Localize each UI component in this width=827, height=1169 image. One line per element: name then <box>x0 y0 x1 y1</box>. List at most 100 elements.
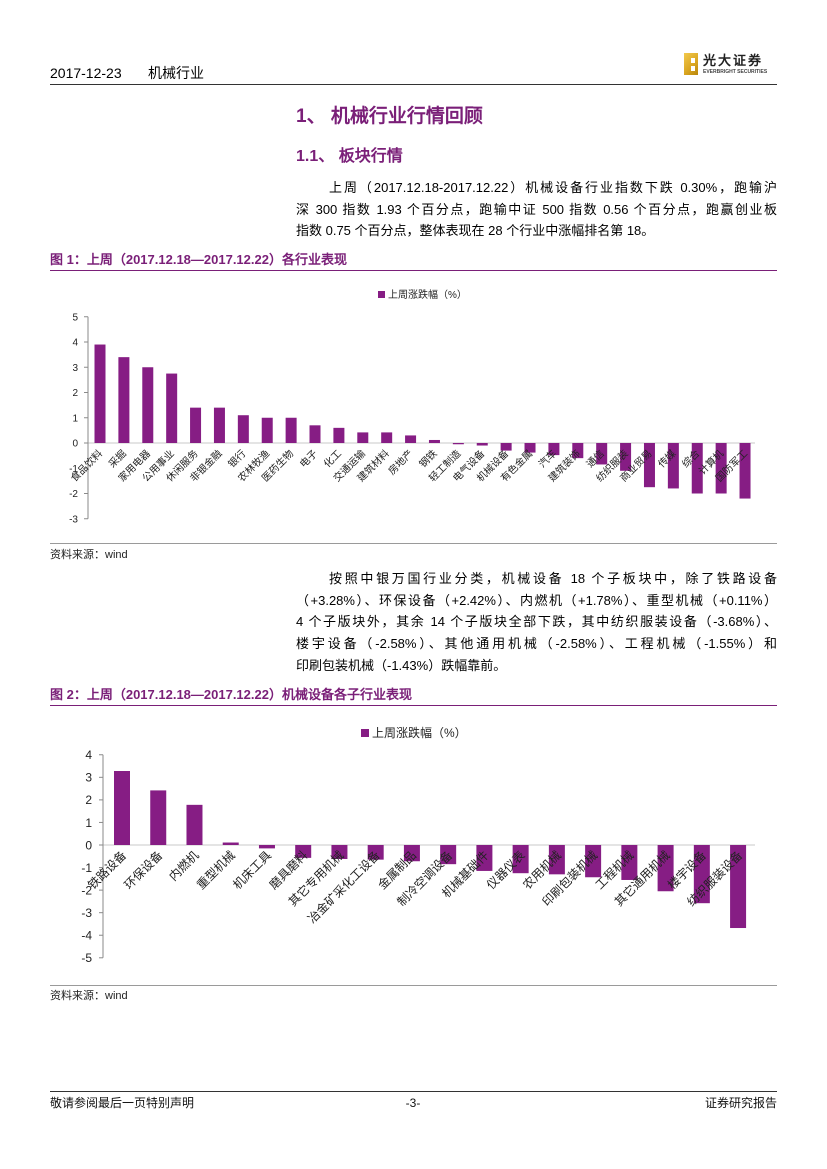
chart2-bar-16 <box>657 845 674 892</box>
figure1-source: 资料来源：wind <box>50 549 128 561</box>
figure1-rule <box>50 270 777 271</box>
chart1-legend-swatch <box>378 291 385 298</box>
logo-name-en: EVERBRIGHT SECURITIES <box>703 69 768 75</box>
chart1-category-label: 电子 <box>297 447 320 470</box>
chart1-bar-16 <box>452 443 464 445</box>
logo-name-cn: 光大证券 <box>703 53 764 68</box>
chart1-bar-8 <box>261 417 273 443</box>
footer-disclaimer: 敬请参阅最后一页特别声明 <box>50 1096 195 1110</box>
chart1-bar-23 <box>620 443 632 471</box>
paragraph-line: （+3.28%）、环保设备（+2.42%）、内燃机（+1.78%）、重型机械（+… <box>296 592 777 608</box>
chart1-bar-25 <box>667 443 679 489</box>
chart1-bar-14 <box>405 435 417 443</box>
paragraph-line: 上周（2017.12.18-2017.12.22）机械设备行业指数下跌 0.30… <box>329 180 777 195</box>
figure1-bottom-rule <box>50 543 777 544</box>
figure2-rule <box>50 705 777 706</box>
paragraph-subsector-review: 按照中银万国行业分类，机械设备 18 个子板块中，除了铁路设备 （+3.28%）… <box>296 568 777 677</box>
chart1-bar-1 <box>94 344 106 443</box>
chart1-category-label: 房地产 <box>385 447 415 477</box>
figure1-title: 图 1：上周（2017.12.18—2017.12.22）各行业表现 <box>50 252 347 267</box>
figure2-bottom-rule <box>50 985 777 986</box>
chart1-bar-5 <box>190 407 202 443</box>
chart2-bar-6 <box>295 845 312 858</box>
paragraph-line: 楼宇设备（-2.58%）、其他通用机械（-2.58%）、工程机械（-1.55%）… <box>296 636 777 652</box>
chart2-y-tick-label: 2 <box>85 793 92 807</box>
chart2-category-label: 内燃机 <box>166 848 202 884</box>
chart1-bar-24 <box>643 443 655 488</box>
chart2-bar-8 <box>367 845 384 860</box>
chart2-y-tick-label: -4 <box>81 929 92 943</box>
chart1-y-tick-label: 5 <box>72 312 78 323</box>
chart2-y-tick-label: -1 <box>81 861 92 875</box>
section-subtitle: 1.1、 板块行情 <box>296 148 403 165</box>
chart1-legend-label: 上周涨跌幅（%） <box>388 288 467 301</box>
chart2-bar-13 <box>548 845 565 875</box>
chart1-y-tick-label: 0 <box>72 439 78 450</box>
paragraph-line: 印刷包装机械（-1.43%）跌幅靠前。 <box>296 657 507 673</box>
chart2-category-label: 重型机械 <box>193 848 238 893</box>
chart1-bar-7 <box>237 415 249 443</box>
chart1-bar-2 <box>118 357 130 443</box>
chart2-category-label: 机床工具 <box>230 848 274 892</box>
paragraph-line: 指数 0.75 个百分点，整体表现在 28 个行业中涨幅排名第 18。 <box>296 223 655 239</box>
chart1-y-tick-label: 1 <box>72 413 78 424</box>
paragraph-line: 按照中银万国行业分类，机械设备 18 个子板块中，除了铁路设备 <box>329 571 777 586</box>
chart1-bar-20 <box>548 443 560 456</box>
header-divider <box>50 84 777 85</box>
chart1-bar-6 <box>213 407 225 443</box>
paragraph-line: 深 300 指数 1.93 个百分点，跑输中证 500 指数 0.56 个百分点… <box>296 201 777 217</box>
chart2-bar-14 <box>585 845 602 878</box>
chart2-y-tick-label: 4 <box>85 748 92 762</box>
chart1-bar-22 <box>596 443 608 465</box>
chart1-y-tick-label: 4 <box>72 338 78 349</box>
chart2-bar-11 <box>476 845 493 871</box>
chart2-bar-1 <box>114 771 130 845</box>
chart2-category-label: 环保设备 <box>122 848 166 892</box>
chart2-bar-2 <box>150 790 167 845</box>
chart1-bar-9 <box>285 417 297 443</box>
chart2-bar-9 <box>403 845 420 862</box>
chart2-y-tick-label: -2 <box>81 883 92 897</box>
figure2-title: 图 2：上周（2017.12.18—2017.12.22）机械设备各子行业表现 <box>50 687 412 702</box>
chart2-legend-label: 上周涨跌幅（%） <box>372 725 467 740</box>
chart1-bar-17 <box>476 443 488 446</box>
chart1-bar-13 <box>381 432 393 443</box>
chart1-bar-4 <box>166 373 178 443</box>
chart1-bar-19 <box>524 443 536 453</box>
chart2-bar-17 <box>693 845 710 904</box>
chart1-y-tick-label: 2 <box>72 388 78 399</box>
chart2-bar-3 <box>186 804 203 845</box>
section-title: 1、 机械行业行情回顾 <box>296 106 483 127</box>
chart2-y-tick-label: 0 <box>85 838 92 852</box>
chart2-bar-7 <box>331 845 348 859</box>
chart2-bar-10 <box>440 845 457 865</box>
chart1-bar-26 <box>691 443 703 494</box>
chart1-bar-27 <box>715 443 727 494</box>
chart1-bar-21 <box>572 443 584 459</box>
chart1-bar-10 <box>309 425 321 443</box>
chart1-bar-28 <box>739 443 751 499</box>
chart1-y-tick-label: -2 <box>69 489 78 500</box>
chart2-legend-swatch <box>361 729 369 737</box>
footer-divider <box>50 1091 777 1092</box>
chart1-bar-12 <box>357 432 369 443</box>
chart1-y-tick-label: -1 <box>69 464 78 475</box>
footer-report-type: 证券研究报告 <box>704 1096 777 1110</box>
chart2-bar-4 <box>222 842 239 845</box>
figure2-source: 资料来源：wind <box>50 990 128 1002</box>
logo-icon <box>684 53 698 75</box>
chart1-bar-11 <box>333 427 345 443</box>
chart2-y-tick-label: 1 <box>85 816 92 830</box>
footer-page-number: -3- <box>405 1096 421 1110</box>
chart2-bar-18 <box>730 845 747 929</box>
paragraph-line: 4 个子版块外，其余 14 个子版块全部下跌，其中纺织服装设备（-3.68%）、 <box>296 614 777 630</box>
chart2-bar-12 <box>512 845 529 874</box>
chart2-y-tick-label: -5 <box>81 951 92 965</box>
chart2-y-tick-label: 3 <box>85 771 92 785</box>
paragraph-market-review: 上周（2017.12.18-2017.12.22）机械设备行业指数下跌 0.30… <box>296 177 777 242</box>
chart2-y-tick-label: -3 <box>81 906 92 920</box>
chart1-y-tick-label: -3 <box>69 514 78 525</box>
